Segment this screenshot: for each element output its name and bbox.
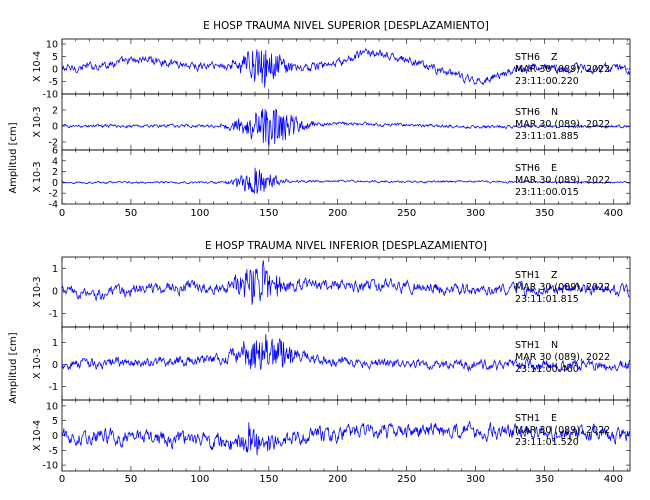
y-tick-label: -4 xyxy=(49,200,58,211)
x-tick-label: 300 xyxy=(466,474,485,485)
y-tick-label: 0 xyxy=(52,360,58,371)
x-tick-label: 150 xyxy=(259,474,278,485)
scale-label: X 10-3 xyxy=(32,106,43,137)
component-label: E xyxy=(551,163,557,174)
y-tick-label: -1 xyxy=(49,309,58,320)
y-tick-label: 10 xyxy=(46,40,58,51)
date-label: MAR 30 (089), 2022 xyxy=(515,175,610,186)
x-tick-label: 400 xyxy=(604,208,623,219)
chart-title: E HOSP TRAUMA NIVEL SUPERIOR [DESPLAZAMI… xyxy=(203,20,489,32)
x-tick-label: 250 xyxy=(397,474,416,485)
y-tick-label: 2 xyxy=(52,106,58,117)
x-tick-label: 100 xyxy=(190,208,209,219)
scale-label: X 10-3 xyxy=(32,348,43,379)
waveform-trace xyxy=(61,108,631,147)
waveform-trace xyxy=(61,420,631,456)
station-label: STH1 xyxy=(515,340,540,351)
y-tick-label: 0 xyxy=(52,431,58,442)
y-tick-label: 0 xyxy=(52,122,58,133)
x-tick-label: 0 xyxy=(59,208,65,219)
y-axis-label: Amplitud [cm] xyxy=(8,122,19,193)
x-tick-label: 200 xyxy=(328,208,347,219)
y-tick-label: -5 xyxy=(49,446,58,457)
waveform-trace xyxy=(61,334,630,373)
x-tick-label: 100 xyxy=(190,474,209,485)
component-label: N xyxy=(551,340,558,351)
x-tick-label: 350 xyxy=(535,208,554,219)
y-tick-label: 0 xyxy=(52,65,58,76)
y-tick-label: -2 xyxy=(49,138,58,149)
date-label: MAR 30 (089), 2022 xyxy=(515,64,610,75)
date-label: MAR 30 (089), 2022 xyxy=(515,425,610,436)
y-tick-label: 6 xyxy=(52,146,58,157)
scale-label: X 10-4 xyxy=(32,420,43,451)
x-tick-label: 300 xyxy=(466,208,485,219)
station-label: STH6 xyxy=(515,52,540,63)
waveform-trace xyxy=(61,260,631,305)
y-tick-label: 2 xyxy=(52,167,58,178)
station-label: STH1 xyxy=(515,270,540,281)
station-label: STH1 xyxy=(515,413,540,424)
y-tick-label: -1 xyxy=(49,382,58,393)
scale-label: X 10-3 xyxy=(32,276,43,307)
waveform-trace xyxy=(61,167,631,195)
time-label: 23:11:00.460 xyxy=(515,364,579,375)
scale-label: X 10-4 xyxy=(32,51,43,82)
time-label: 23:11:01.885 xyxy=(515,131,579,142)
x-tick-label: 50 xyxy=(125,208,138,219)
y-tick-label: -10 xyxy=(42,90,58,101)
time-label: 23:11:00.015 xyxy=(515,187,579,198)
x-tick-label: 250 xyxy=(397,208,416,219)
y-tick-label: 10 xyxy=(46,401,58,412)
y-tick-label: -5 xyxy=(49,77,58,88)
component-label: N xyxy=(551,107,558,118)
y-tick-label: -2 xyxy=(49,189,58,200)
x-tick-label: 200 xyxy=(328,474,347,485)
y-tick-label: 1 xyxy=(52,264,58,275)
x-tick-label: 400 xyxy=(604,474,623,485)
time-label: 23:11:01.815 xyxy=(515,294,579,305)
y-tick-label: -10 xyxy=(42,461,58,472)
y-tick-label: 1 xyxy=(52,338,58,349)
x-tick-label: 0 xyxy=(59,474,65,485)
panel-frame xyxy=(61,149,631,205)
y-tick-label: 0 xyxy=(52,178,58,189)
station-label: STH6 xyxy=(515,107,540,118)
x-tick-label: 150 xyxy=(259,208,278,219)
y-tick-label: 5 xyxy=(52,52,58,63)
scale-label: X 10-3 xyxy=(32,161,43,192)
component-label: E xyxy=(551,413,557,424)
date-label: MAR 30 (089), 2022 xyxy=(515,352,610,363)
component-label: Z xyxy=(551,52,558,63)
chart-title: E HOSP TRAUMA NIVEL INFERIOR [DESPLAZAMI… xyxy=(205,240,487,252)
waveform-trace xyxy=(61,48,631,88)
y-tick-label: 5 xyxy=(52,416,58,427)
y-tick-label: 0 xyxy=(52,286,58,297)
x-tick-label: 350 xyxy=(535,474,554,485)
component-label: Z xyxy=(551,270,558,281)
y-axis-label: Amplitud [cm] xyxy=(8,332,19,403)
date-label: MAR 30 (089), 2022 xyxy=(515,119,610,130)
time-label: 23:11:00.220 xyxy=(515,76,579,87)
y-tick-label: 4 xyxy=(52,156,58,167)
date-label: MAR 30 (089), 2022 xyxy=(515,282,610,293)
x-tick-label: 50 xyxy=(125,474,138,485)
time-label: 23:11:01.520 xyxy=(515,437,579,448)
station-label: STH6 xyxy=(515,163,540,174)
